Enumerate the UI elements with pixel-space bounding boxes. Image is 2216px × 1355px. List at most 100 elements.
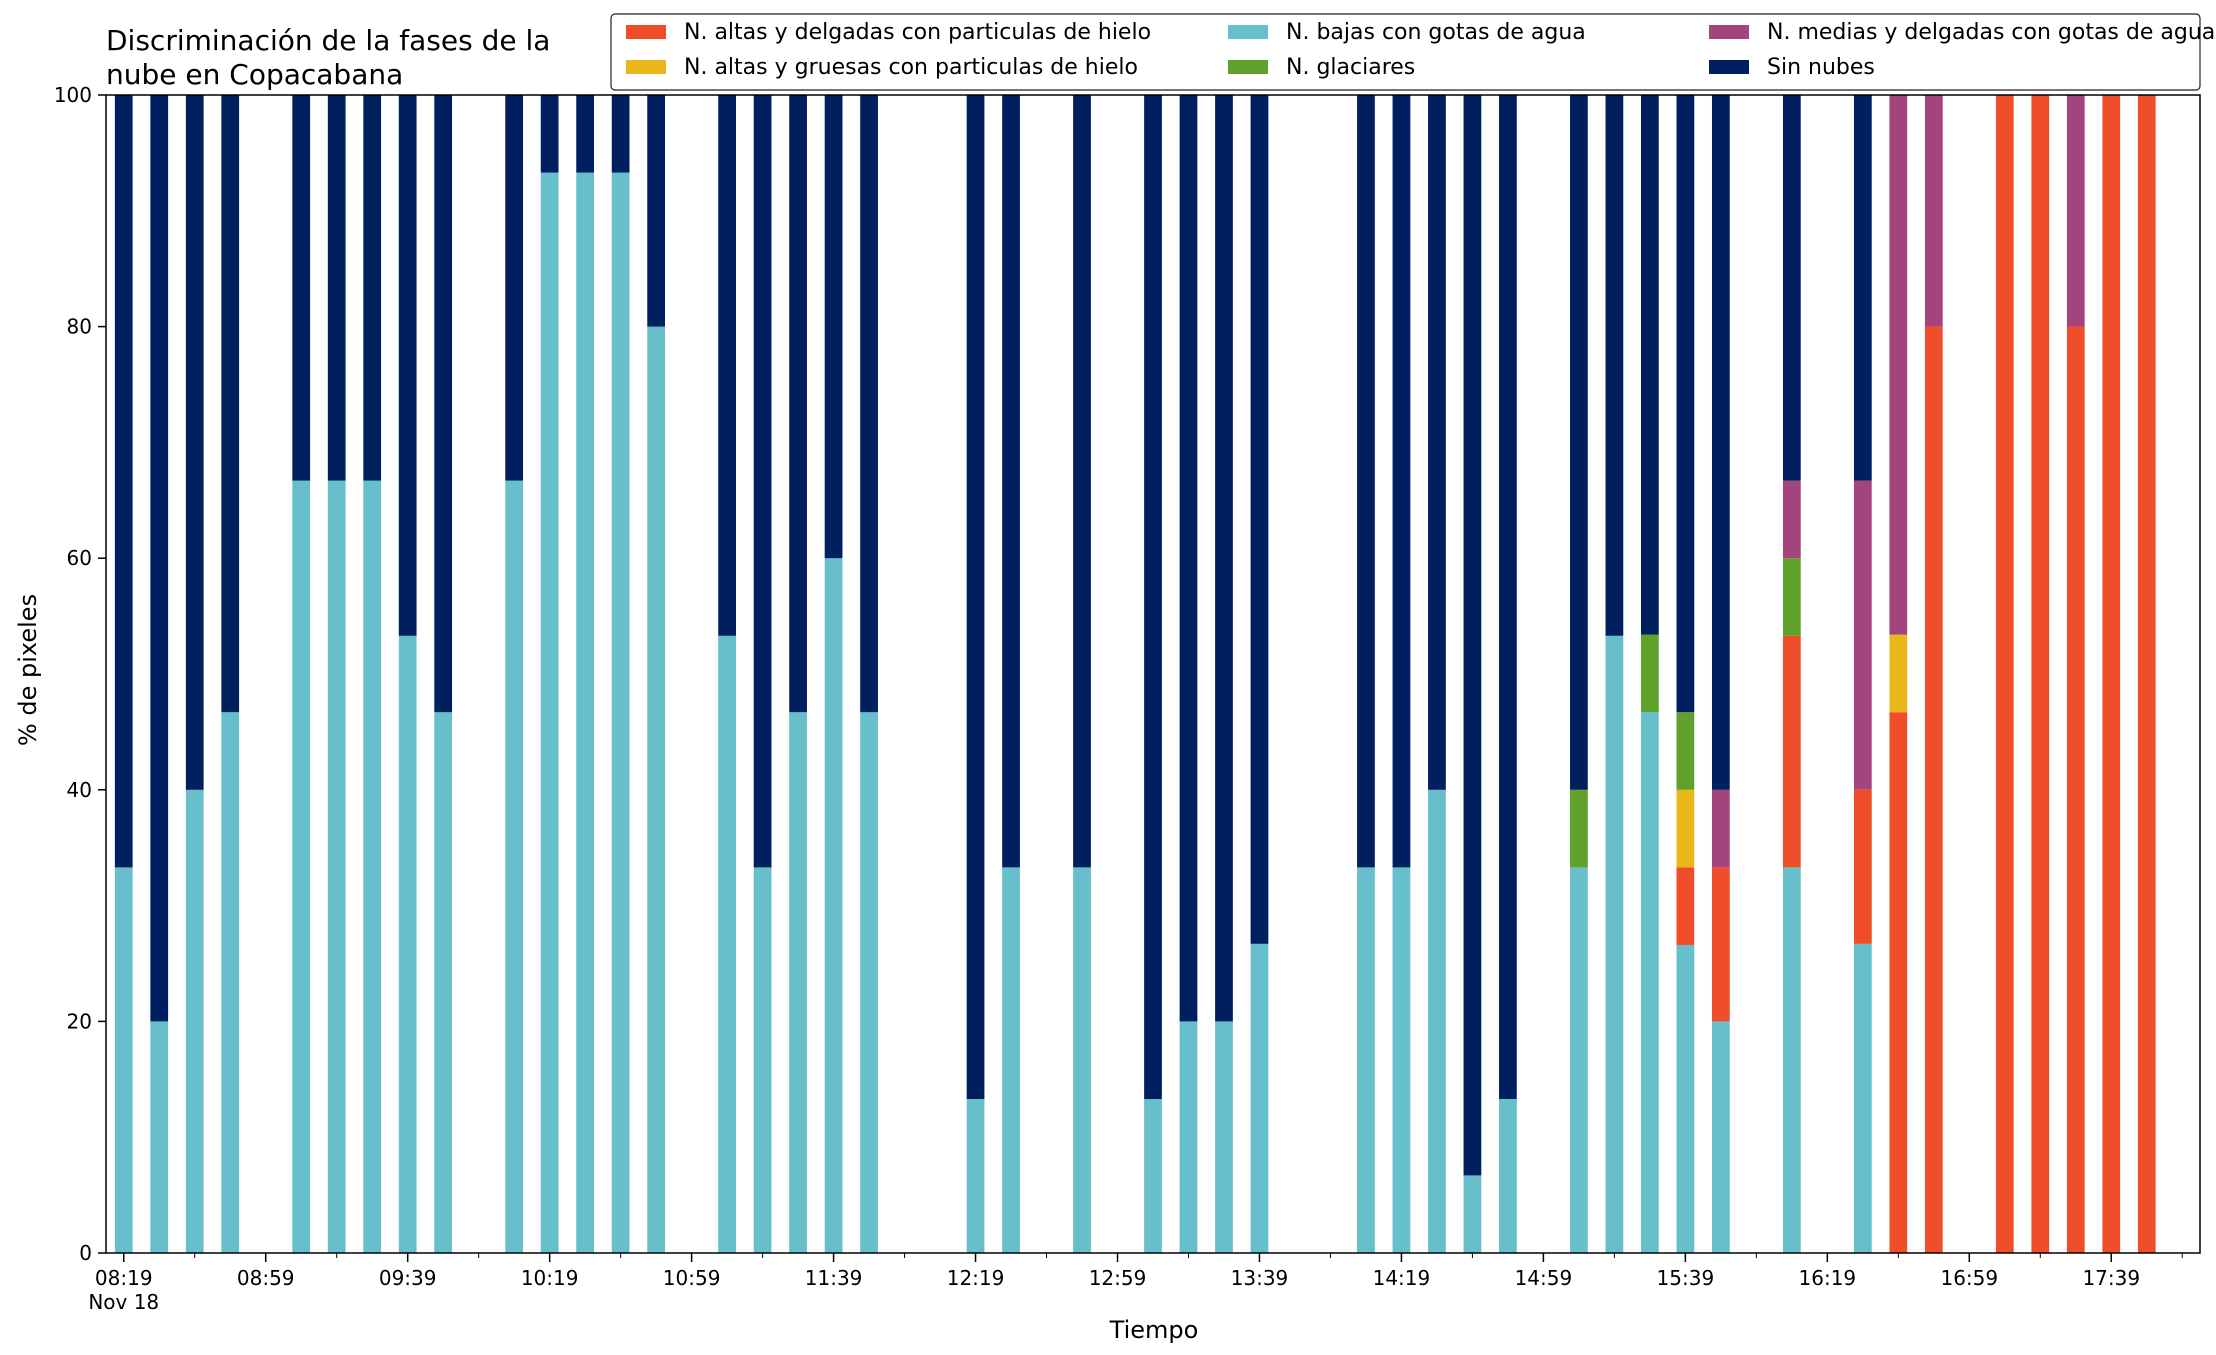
y-tick-label: 60 bbox=[67, 546, 92, 570]
legend-box bbox=[610, 13, 2201, 91]
legend-swatch bbox=[626, 25, 666, 39]
bar-stack bbox=[1924, 95, 1943, 1254]
bar-segment-bajas-agua bbox=[1073, 867, 1091, 1253]
bar-stack bbox=[2102, 95, 2121, 1253]
bar-segment-sin-nubes bbox=[221, 95, 240, 713]
bar-segment-sin-nubes bbox=[1676, 95, 1695, 713]
bar-stack bbox=[292, 95, 311, 1253]
bar-segment-sin-nubes bbox=[1250, 95, 1269, 944]
bar-stack bbox=[1676, 95, 1695, 1253]
bar-segment-altas-gruesas bbox=[1676, 789, 1695, 868]
bar-segment-bajas-agua bbox=[1463, 1175, 1482, 1253]
bar-segment-altas-delgadas bbox=[1782, 635, 1801, 868]
bar-segment-bajas-agua bbox=[1002, 867, 1020, 1253]
bar-stack bbox=[363, 95, 382, 1253]
bar-stack bbox=[1428, 95, 1446, 1253]
bar-segment-sin-nubes bbox=[1392, 95, 1411, 868]
bar-stack bbox=[1463, 95, 1482, 1253]
bar-stack bbox=[2066, 95, 2085, 1254]
bar-segment-bajas-agua bbox=[292, 480, 311, 1253]
bar-stack bbox=[789, 95, 807, 1253]
bar-segment-altas-delgadas bbox=[1995, 95, 2014, 1253]
x-tick-label: 08:19 bbox=[95, 1266, 153, 1290]
bar-stack bbox=[1073, 95, 1091, 1253]
bar-segment-altas-delgadas bbox=[1924, 326, 1943, 1254]
bar-segment-sin-nubes bbox=[1179, 95, 1198, 1022]
x-tick-label: 16:59 bbox=[1940, 1266, 1998, 1290]
bar-segment-sin-nubes bbox=[1002, 95, 1020, 868]
x-tick-label: 14:19 bbox=[1373, 1266, 1431, 1290]
legend: N. altas y delgadas con particulas de hi… bbox=[610, 13, 2215, 91]
bar-segment-bajas-agua bbox=[434, 712, 453, 1253]
legend-entry-label: N. altas y delgadas con particulas de hi… bbox=[684, 20, 1151, 45]
bar-segment-sin-nubes bbox=[292, 95, 311, 481]
bar-segment-bajas-agua bbox=[1641, 712, 1659, 1253]
bars-layer bbox=[114, 95, 2156, 1254]
bar-segment-sin-nubes bbox=[363, 95, 382, 481]
bar-stack bbox=[1002, 95, 1020, 1253]
bar-stack bbox=[398, 95, 417, 1253]
bar-segment-bajas-agua bbox=[1179, 1021, 1198, 1253]
bar-segment-bajas-agua bbox=[150, 1021, 169, 1253]
bar-segment-bajas-agua bbox=[221, 712, 240, 1253]
bar-stack bbox=[753, 95, 772, 1253]
bar-stack bbox=[1889, 95, 1908, 1253]
bar-segment-glaciares bbox=[1782, 558, 1801, 636]
bar-stack bbox=[114, 95, 133, 1253]
bar-stack bbox=[1995, 95, 2014, 1253]
bar-stack bbox=[1605, 95, 1624, 1253]
bar-segment-sin-nubes bbox=[398, 95, 417, 636]
y-tick-label: 100 bbox=[54, 83, 92, 107]
bar-segment-sin-nubes bbox=[1641, 95, 1659, 635]
bar-segment-sin-nubes bbox=[540, 95, 559, 173]
bar-segment-sin-nubes bbox=[611, 95, 630, 173]
x-tick-label: 17:39 bbox=[2082, 1266, 2140, 1290]
bar-stack bbox=[1853, 95, 1872, 1253]
bar-segment-medias-agua bbox=[1853, 480, 1872, 790]
bar-stack bbox=[1711, 95, 1730, 1253]
bar-segment-bajas-agua bbox=[398, 635, 417, 1253]
bar-segment-bajas-agua bbox=[1215, 1021, 1233, 1253]
bar-stack bbox=[1179, 95, 1198, 1253]
bar-stack bbox=[966, 95, 985, 1253]
y-tick-label: 0 bbox=[79, 1241, 92, 1265]
x-axis-label: Tiempo bbox=[1109, 1316, 1199, 1344]
bar-segment-altas-delgadas bbox=[1853, 789, 1872, 944]
bar-segment-bajas-agua bbox=[1676, 944, 1695, 1253]
bar-segment-sin-nubes bbox=[1605, 95, 1624, 636]
bar-stack bbox=[327, 95, 346, 1253]
y-axis-label: % de pixeles bbox=[14, 594, 42, 746]
bar-stack bbox=[1782, 95, 1801, 1253]
bar-stack bbox=[540, 95, 559, 1254]
bar-segment-sin-nubes bbox=[1570, 95, 1588, 790]
bar-stack bbox=[1499, 95, 1517, 1253]
bar-segment-bajas-agua bbox=[1711, 1021, 1730, 1253]
x-tick-label: 12:59 bbox=[1089, 1266, 1147, 1290]
bar-segment-altas-delgadas bbox=[2102, 95, 2121, 1253]
bar-segment-bajas-agua bbox=[611, 172, 630, 1254]
bar-segment-medias-agua bbox=[1889, 95, 1908, 635]
bar-segment-bajas-agua bbox=[1357, 867, 1375, 1253]
legend-entry-label: N. glaciares bbox=[1286, 55, 1415, 80]
bar-segment-altas-gruesas bbox=[1889, 634, 1908, 713]
bar-segment-medias-agua bbox=[2066, 95, 2085, 327]
plot-frame bbox=[105, 94, 2201, 1254]
bar-segment-altas-delgadas bbox=[1711, 867, 1730, 1022]
x-tick-label: 12:19 bbox=[947, 1266, 1005, 1290]
bar-segment-altas-delgadas bbox=[2031, 95, 2050, 1253]
bar-stack bbox=[2031, 95, 2050, 1253]
bar-segment-bajas-agua bbox=[824, 558, 843, 1253]
bar-segment-bajas-agua bbox=[1428, 789, 1446, 1253]
bar-segment-bajas-agua bbox=[753, 867, 772, 1253]
bar-segment-medias-agua bbox=[1924, 95, 1943, 327]
bar-segment-glaciares bbox=[1676, 712, 1695, 790]
bar-stack bbox=[611, 95, 630, 1254]
bar-stack bbox=[1570, 95, 1588, 1253]
bar-segment-bajas-agua bbox=[505, 480, 524, 1253]
bar-segment-bajas-agua bbox=[1853, 943, 1872, 1253]
bar-segment-bajas-agua bbox=[1392, 867, 1411, 1253]
bar-segment-sin-nubes bbox=[1215, 95, 1233, 1022]
bar-stack bbox=[824, 95, 843, 1253]
